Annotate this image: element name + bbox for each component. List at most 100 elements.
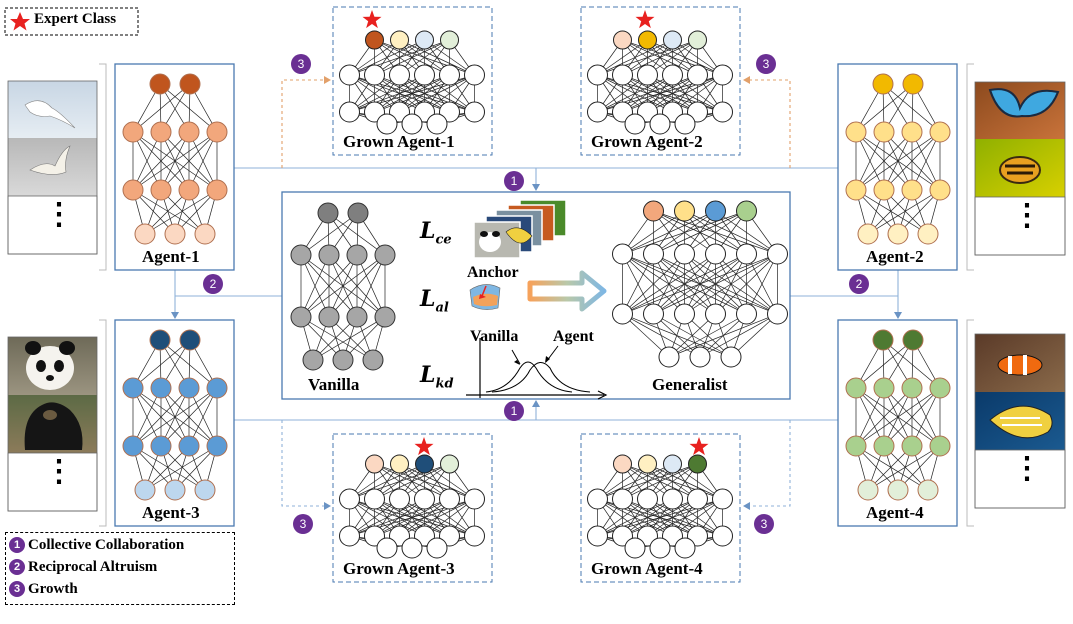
grown-agent2-label: Grown Agent-2 <box>591 132 703 151</box>
grown-agent1-network-neuron <box>426 113 448 135</box>
expert-star-icon <box>414 437 434 456</box>
grown-agent3-network-neuron <box>376 537 398 559</box>
grown-agent4-network-neuron <box>638 454 657 474</box>
agent1-network-neuron <box>134 223 156 245</box>
generalist-network-neuron <box>658 346 680 368</box>
vanilla-network-neuron <box>290 306 312 328</box>
grown-agent1-network-neuron <box>389 64 410 86</box>
agent3-network-neuron <box>179 329 201 351</box>
agent1-network-neuron <box>206 121 228 143</box>
agent4-network-neuron <box>845 435 867 457</box>
grown-agent2-network-neuron <box>688 30 707 50</box>
generalist-network-neuron <box>705 303 726 325</box>
more-images-agent4: ⋮ <box>1012 452 1042 485</box>
grown-agent4-network-neuron <box>587 488 608 510</box>
more-images-agent2: ⋮ <box>1012 199 1042 232</box>
grown-agent3-network <box>339 454 485 559</box>
grown-agent3-network-neuron <box>365 454 384 474</box>
growth-badge-g4: 3 <box>754 514 774 534</box>
agent4-network-neuron <box>902 329 924 351</box>
loss-al: Lal <box>420 286 449 316</box>
expert-star-icon <box>10 12 30 31</box>
grown-agent1-network-neuron <box>365 30 384 50</box>
kd-agent-label: Agent <box>553 328 594 345</box>
agent2-label: Agent-2 <box>866 247 924 266</box>
agent1-network-neuron <box>178 121 200 143</box>
generalist-network-neuron <box>767 243 788 265</box>
generalist-network-neuron <box>612 303 633 325</box>
images-agent1 <box>7 80 98 255</box>
agent4-network-neuron <box>872 329 894 351</box>
legend-item-growth: 3 Growth <box>6 578 234 600</box>
grown-agent2-network-neuron <box>637 64 658 86</box>
grown-agent1-network-neuron <box>414 64 435 86</box>
agent3-network-neuron <box>206 377 228 399</box>
agent2-network-neuron <box>887 223 909 245</box>
generalist-network-neuron <box>720 346 742 368</box>
grown-agent1-network-neuron <box>339 101 360 123</box>
vanilla-network-neuron <box>302 349 324 371</box>
agent2-network-neuron <box>917 223 939 245</box>
images-agent3 <box>7 336 98 512</box>
agent1-network-neuron <box>206 179 228 201</box>
grown-agent2-network-neuron <box>624 113 646 135</box>
growth-agent3 <box>281 420 331 510</box>
grown-agent3-network-neuron <box>414 488 435 510</box>
generalist-network-neuron <box>674 303 695 325</box>
grown-agent3-network-neuron <box>439 488 460 510</box>
agent4-network-neuron <box>929 377 951 399</box>
grown-agent3-network-neuron <box>464 525 485 547</box>
agent2-network-neuron <box>929 121 951 143</box>
grown-agent3-network-neuron <box>440 454 459 474</box>
grown-agent2-network <box>587 30 733 135</box>
grown-agent3-network-neuron <box>339 488 360 510</box>
more-images-agent1: ⋮ <box>44 198 74 231</box>
agent4-network-neuron <box>901 435 923 457</box>
generalist-network-neuron <box>736 303 757 325</box>
agent1-network-neuron <box>194 223 216 245</box>
agent2-network-neuron <box>845 179 867 201</box>
vanilla-network-neuron <box>318 306 340 328</box>
grown-agent2-network-neuron <box>712 64 733 86</box>
agent2-network-neuron <box>901 179 923 201</box>
agent4-network-neuron <box>901 377 923 399</box>
grown-agent4-network-neuron <box>662 488 683 510</box>
generalist-network-neuron <box>689 346 711 368</box>
generalist-network-neuron <box>767 303 788 325</box>
generalist-network-neuron <box>674 200 695 222</box>
grown-agent2-network-neuron <box>674 113 696 135</box>
transfer-arrow <box>527 270 607 312</box>
loss-ce: Lce <box>420 218 452 248</box>
legend-item-collaboration: 1 Collective Collaboration <box>6 534 234 556</box>
agent4-network-neuron <box>873 435 895 457</box>
vanilla-network-neuron <box>347 202 369 224</box>
grown-agent4-network-neuron <box>624 537 646 559</box>
growth-agent2 <box>743 76 791 168</box>
grown-agent3-network-neuron <box>339 525 360 547</box>
grown-agent1-network-neuron <box>439 64 460 86</box>
growth-agent4 <box>743 420 791 510</box>
agent3-network <box>122 329 228 501</box>
grown-agent2-network-neuron <box>712 101 733 123</box>
loss-kd: Lkd <box>420 362 454 392</box>
agent2-network-neuron <box>845 121 867 143</box>
agent1-network-neuron <box>150 179 172 201</box>
expert-legend-box <box>4 7 139 36</box>
grown-agent4-network-neuron <box>663 454 682 474</box>
agent4-network-neuron <box>929 435 951 457</box>
grown-agent4-network-neuron <box>712 525 733 547</box>
agent4-network-neuron <box>887 479 909 501</box>
generalist-network-neuron <box>705 243 726 265</box>
grown-agent4-network-neuron <box>637 488 658 510</box>
vanilla-network-neuron <box>332 349 354 371</box>
agent2-network <box>845 73 951 245</box>
grown-agent3-network-neuron <box>390 454 409 474</box>
agent4-network-neuron <box>873 377 895 399</box>
grown-agent4-network-neuron <box>674 537 696 559</box>
grown-agent2-network-neuron <box>612 64 633 86</box>
vanilla-network-neuron <box>318 244 340 266</box>
expert-class-label: Expert Class <box>34 11 117 27</box>
grown-agent3-network-neuron <box>364 488 385 510</box>
agent4-network-neuron <box>917 479 939 501</box>
